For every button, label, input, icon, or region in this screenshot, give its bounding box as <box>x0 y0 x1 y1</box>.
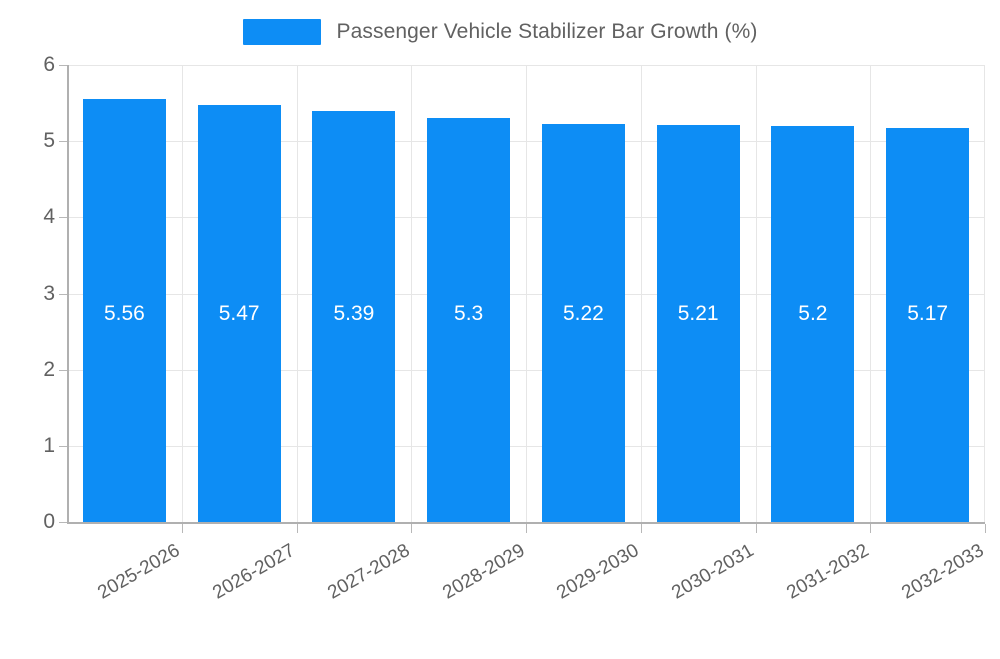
bar-value-label: 5.22 <box>562 301 604 325</box>
vertical-gridline <box>756 65 757 522</box>
bar[interactable]: 5.56 <box>82 98 166 522</box>
bar[interactable]: 5.2 <box>771 125 855 522</box>
bar[interactable]: 5.3 <box>427 118 511 522</box>
bar-value-label: 5.21 <box>677 301 719 325</box>
bar-value-label: 5.47 <box>218 301 260 325</box>
bar[interactable]: 5.39 <box>312 111 396 522</box>
x-axis-tick-mark <box>526 524 527 533</box>
x-axis-tick-mark <box>641 524 642 533</box>
bar-value-label: 5.3 <box>454 301 484 325</box>
y-axis-tick-label: 3 <box>43 281 55 305</box>
vertical-gridline <box>297 65 298 522</box>
chart-legend: Passenger Vehicle Stabilizer Bar Growth … <box>0 10 1000 54</box>
y-axis-tick-label: 1 <box>43 433 55 457</box>
y-axis-tick-mark <box>59 445 67 447</box>
y-axis-tick-label: 4 <box>43 205 55 229</box>
bar-value-label: 5.39 <box>333 301 375 325</box>
x-axis-tick-mark <box>182 524 183 533</box>
bar[interactable]: 5.47 <box>197 105 281 522</box>
vertical-gridline <box>870 65 871 522</box>
legend-color-swatch <box>242 19 321 45</box>
x-axis-tick-mark <box>411 524 412 533</box>
x-axis-line <box>67 522 985 524</box>
y-axis-tick-label: 6 <box>43 53 55 76</box>
legend-item-passenger-vehicle-stabilizer-bar-growth[interactable]: Passenger Vehicle Stabilizer Bar Growth … <box>242 19 758 45</box>
x-axis-tick-mark <box>756 524 757 533</box>
bar-value-label: 5.17 <box>907 301 949 325</box>
vertical-gridline <box>526 65 527 522</box>
x-axis-tick-mark <box>870 524 871 533</box>
bar[interactable]: 5.22 <box>541 124 625 522</box>
vertical-gridline <box>182 65 183 522</box>
y-axis-line <box>67 65 69 523</box>
y-axis-tick-mark <box>59 141 67 143</box>
y-axis-tick-mark <box>59 217 67 219</box>
legend-item-label: Passenger Vehicle Stabilizer Bar Growth … <box>336 20 758 43</box>
y-axis-ticks: 0 1 2 3 4 5 6 <box>0 0 67 600</box>
y-axis-tick-mark <box>59 522 67 523</box>
plot-area: 5.56 5.47 5.39 5.3 5.22 5.21 5.2 5.17 <box>67 65 985 523</box>
vertical-gridline <box>641 65 642 522</box>
x-axis-tick-mark <box>985 524 986 533</box>
y-axis-tick-mark <box>59 293 67 295</box>
bar[interactable]: 5.17 <box>886 128 970 522</box>
y-axis-tick-mark <box>59 369 67 371</box>
bar-value-label: 5.2 <box>798 301 828 325</box>
x-axis-tick-mark <box>297 524 298 533</box>
vertical-gridline <box>411 65 412 522</box>
bar-value-label: 5.56 <box>103 301 145 325</box>
y-axis-tick-label: 5 <box>43 129 55 153</box>
bar-chart: Passenger Vehicle Stabilizer Bar Growth … <box>0 0 1000 604</box>
bar[interactable]: 5.21 <box>656 125 740 522</box>
y-axis-tick-label: 0 <box>43 510 55 533</box>
y-axis-tick-mark <box>59 65 67 66</box>
vertical-gridline <box>984 65 985 522</box>
y-axis-tick-label: 2 <box>43 357 55 381</box>
